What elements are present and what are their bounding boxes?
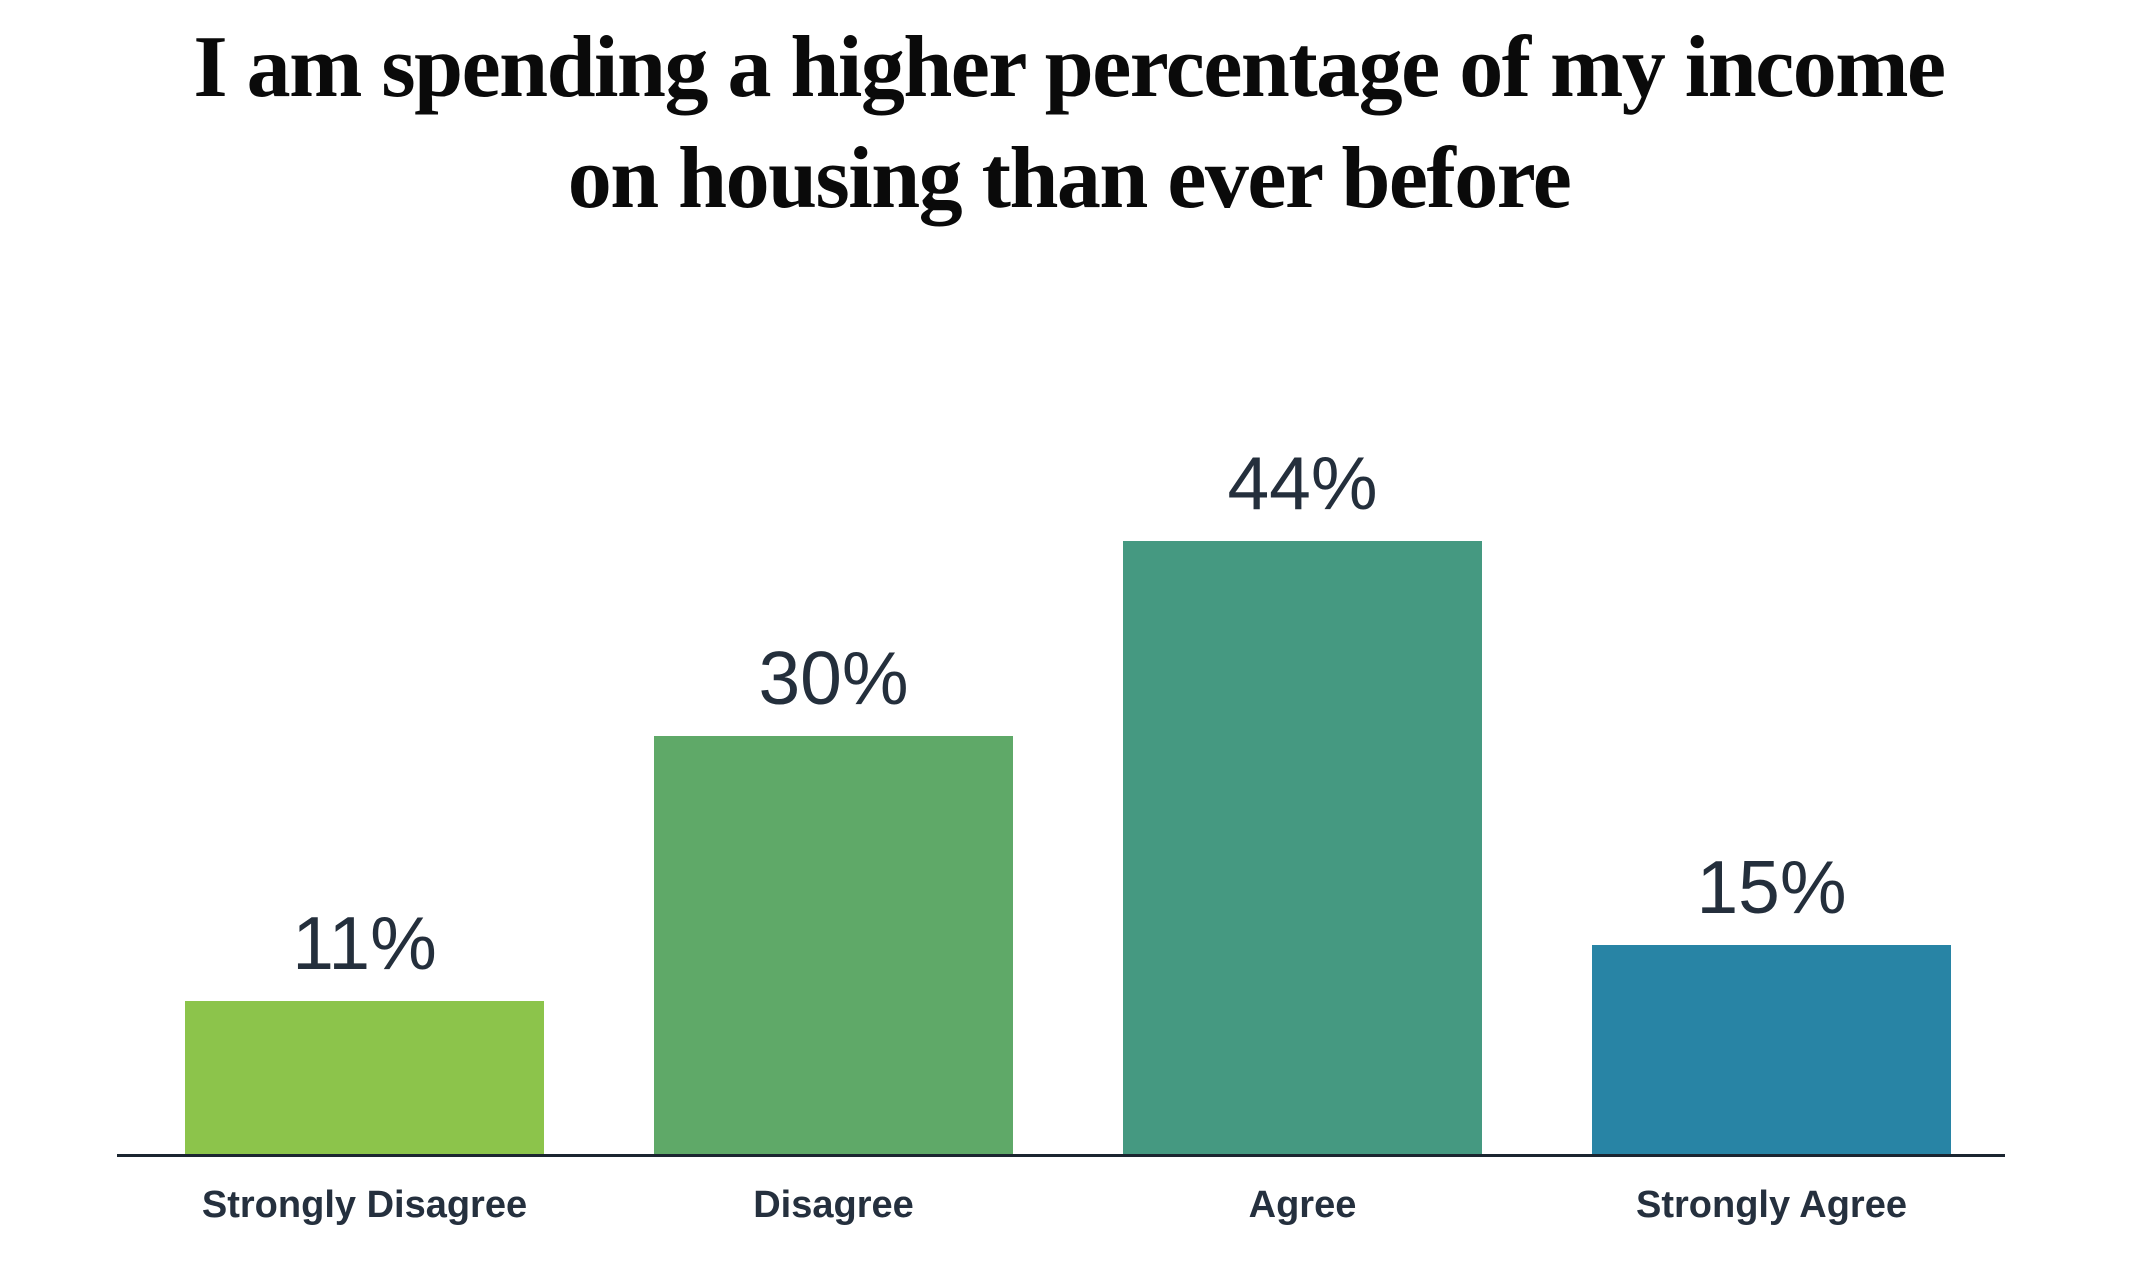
bar-value-label: 15% bbox=[1696, 845, 1847, 929]
category-label-strongly-agree: Strongly Agree bbox=[1636, 1184, 1907, 1226]
chart-title: I am spending a higher percentage of my … bbox=[0, 13, 2138, 235]
category-label-agree: Agree bbox=[1248, 1184, 1357, 1226]
bar-chart: 11% Strongly Disagree 30% Disagree 44% Agree 1… bbox=[117, 440, 2005, 1226]
category-label-strongly-disagree: Strongly Disagree bbox=[201, 1184, 528, 1226]
bar-value-label: 30% bbox=[758, 636, 909, 720]
category-label-disagree: Disagree bbox=[753, 1184, 914, 1226]
bar-column-strongly-disagree: 11% Strongly Disagree bbox=[185, 440, 544, 1226]
bar-strongly-agree bbox=[1592, 945, 1951, 1154]
x-axis-line bbox=[117, 1154, 2005, 1157]
bar-agree bbox=[1123, 541, 1482, 1154]
bar-disagree bbox=[654, 736, 1013, 1154]
bar-column-disagree: 30% Disagree bbox=[654, 440, 1013, 1226]
bar-value-label: 44% bbox=[1227, 441, 1378, 525]
chart-title-line-1: I am spending a higher percentage of my … bbox=[193, 19, 1946, 116]
bar-value-label: 11% bbox=[292, 901, 437, 985]
bar-column-strongly-agree: 15% Strongly Agree bbox=[1592, 440, 1951, 1226]
bar-strongly-disagree bbox=[185, 1001, 544, 1154]
bar-column-agree: 44% Agree bbox=[1123, 440, 1482, 1226]
chart-title-line-2: on housing than ever before bbox=[567, 129, 1572, 227]
